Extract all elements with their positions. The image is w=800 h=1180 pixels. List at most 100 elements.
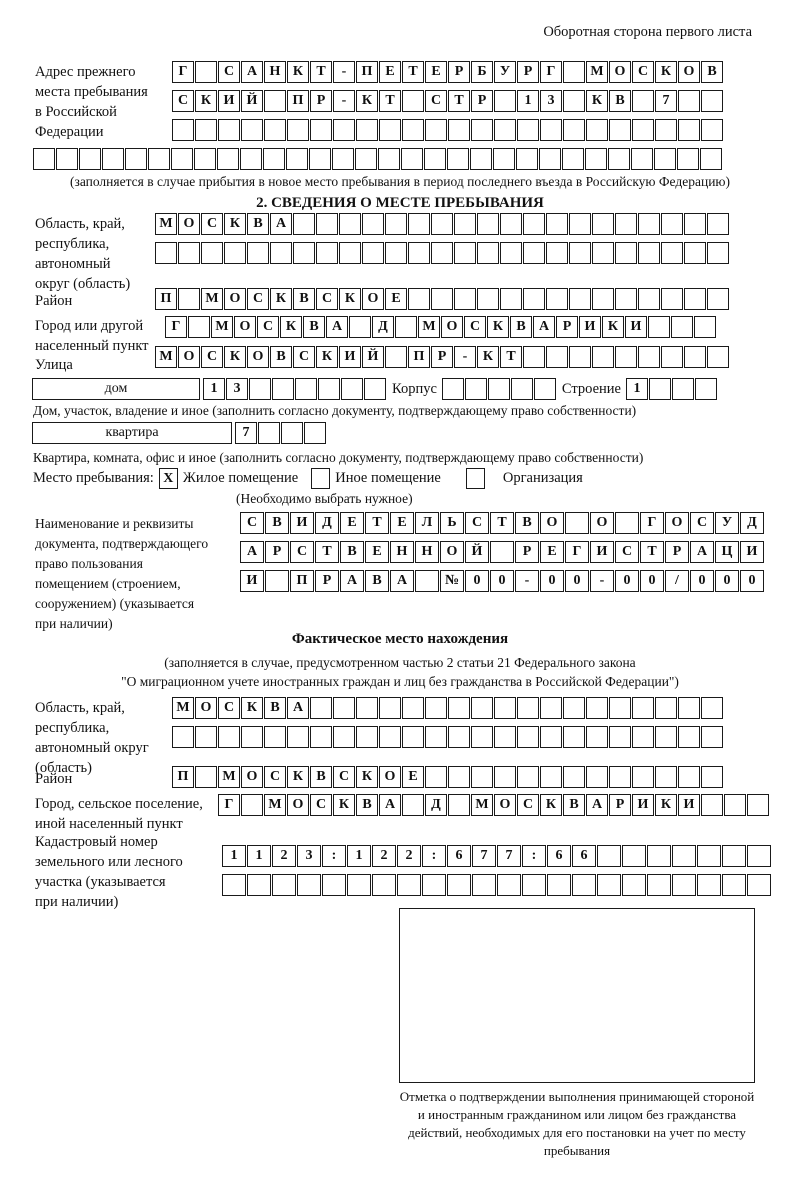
cell[interactable]: К bbox=[280, 316, 302, 338]
cell[interactable] bbox=[631, 148, 653, 170]
cell[interactable] bbox=[597, 845, 621, 867]
cell[interactable] bbox=[632, 766, 654, 788]
cell[interactable]: М bbox=[155, 346, 177, 368]
cell[interactable]: 1 bbox=[625, 378, 648, 400]
cell[interactable] bbox=[701, 726, 723, 748]
cell[interactable] bbox=[349, 316, 371, 338]
cell[interactable] bbox=[356, 119, 378, 141]
cell[interactable]: Н bbox=[264, 61, 286, 83]
prev-address-row-3[interactable] bbox=[172, 119, 724, 141]
cell[interactable] bbox=[615, 242, 637, 264]
cell[interactable] bbox=[694, 316, 716, 338]
cell[interactable]: К bbox=[477, 346, 499, 368]
cell[interactable] bbox=[454, 288, 476, 310]
cell[interactable] bbox=[397, 874, 421, 896]
cell[interactable] bbox=[362, 242, 384, 264]
cell[interactable]: О bbox=[178, 213, 200, 235]
cell[interactable]: 7 bbox=[497, 845, 521, 867]
cell[interactable] bbox=[218, 726, 240, 748]
cell[interactable]: Т bbox=[310, 61, 332, 83]
cell[interactable]: - bbox=[333, 61, 355, 83]
cell[interactable]: 3 bbox=[297, 845, 321, 867]
cell[interactable] bbox=[747, 874, 771, 896]
cell[interactable]: Н bbox=[390, 541, 414, 563]
cell[interactable]: В bbox=[515, 512, 539, 534]
actual-region-row-2[interactable] bbox=[172, 726, 724, 748]
cell[interactable] bbox=[240, 148, 262, 170]
cell[interactable] bbox=[701, 119, 723, 141]
cell[interactable]: Е bbox=[385, 288, 407, 310]
cell[interactable] bbox=[694, 378, 717, 400]
cell[interactable]: С bbox=[290, 541, 314, 563]
cell[interactable] bbox=[638, 288, 660, 310]
cell[interactable] bbox=[171, 148, 193, 170]
cell[interactable]: В bbox=[247, 213, 269, 235]
cell[interactable] bbox=[448, 766, 470, 788]
cell[interactable]: 6 bbox=[572, 845, 596, 867]
cell[interactable] bbox=[661, 288, 683, 310]
cell[interactable] bbox=[295, 378, 317, 400]
cell[interactable]: 7 bbox=[235, 422, 257, 444]
cell[interactable]: С bbox=[333, 766, 355, 788]
cell[interactable] bbox=[510, 378, 533, 400]
cell[interactable] bbox=[125, 148, 147, 170]
prev-address-row-4[interactable] bbox=[33, 148, 723, 170]
cell[interactable]: К bbox=[241, 697, 263, 719]
cell[interactable]: Т bbox=[640, 541, 664, 563]
cell[interactable]: С bbox=[316, 288, 338, 310]
cell[interactable] bbox=[448, 119, 470, 141]
cell[interactable] bbox=[701, 697, 723, 719]
cell[interactable] bbox=[448, 726, 470, 748]
cell[interactable]: К bbox=[655, 794, 677, 816]
cell[interactable] bbox=[402, 726, 424, 748]
cell[interactable]: О bbox=[441, 316, 463, 338]
cell[interactable]: К bbox=[586, 90, 608, 112]
cell[interactable]: И bbox=[579, 316, 601, 338]
cell[interactable] bbox=[447, 874, 471, 896]
cell[interactable]: М bbox=[211, 316, 233, 338]
cell[interactable]: 1 bbox=[222, 845, 246, 867]
cell[interactable] bbox=[592, 288, 614, 310]
cell[interactable] bbox=[586, 726, 608, 748]
cell[interactable]: : bbox=[522, 845, 546, 867]
cell[interactable]: И bbox=[339, 346, 361, 368]
cell[interactable]: О bbox=[234, 316, 256, 338]
cell[interactable]: П bbox=[287, 90, 309, 112]
cell[interactable]: Е bbox=[390, 512, 414, 534]
cell[interactable]: А bbox=[379, 794, 401, 816]
cell[interactable]: В bbox=[264, 697, 286, 719]
cell[interactable]: П bbox=[172, 766, 194, 788]
cell[interactable] bbox=[654, 148, 676, 170]
cell[interactable] bbox=[470, 148, 492, 170]
cell[interactable] bbox=[661, 242, 683, 264]
cell[interactable]: Й bbox=[362, 346, 384, 368]
document-row-3[interactable]: И П Р А В А № 0 0-0 0-0 0/0 0 0 bbox=[240, 570, 765, 592]
cell[interactable]: С bbox=[293, 346, 315, 368]
cell[interactable]: 0 bbox=[490, 570, 514, 592]
cell[interactable] bbox=[272, 874, 296, 896]
cell[interactable] bbox=[546, 288, 568, 310]
cell[interactable]: М bbox=[264, 794, 286, 816]
cell[interactable]: Й bbox=[241, 90, 263, 112]
cell[interactable] bbox=[249, 378, 271, 400]
cell[interactable]: 1 bbox=[203, 378, 225, 400]
cell[interactable] bbox=[195, 766, 217, 788]
cell[interactable]: Т bbox=[500, 346, 522, 368]
cell[interactable] bbox=[448, 697, 470, 719]
cell[interactable] bbox=[241, 119, 263, 141]
cell[interactable]: В bbox=[265, 512, 289, 534]
cell[interactable]: С bbox=[690, 512, 714, 534]
cell[interactable] bbox=[648, 378, 671, 400]
cell[interactable]: 6 bbox=[447, 845, 471, 867]
cell[interactable] bbox=[707, 346, 729, 368]
cell[interactable]: С bbox=[632, 61, 654, 83]
cell[interactable]: Г bbox=[640, 512, 664, 534]
cell[interactable]: : bbox=[322, 845, 346, 867]
cell[interactable] bbox=[287, 119, 309, 141]
cell[interactable] bbox=[79, 148, 101, 170]
cell[interactable] bbox=[318, 378, 340, 400]
cell[interactable]: О bbox=[609, 61, 631, 83]
